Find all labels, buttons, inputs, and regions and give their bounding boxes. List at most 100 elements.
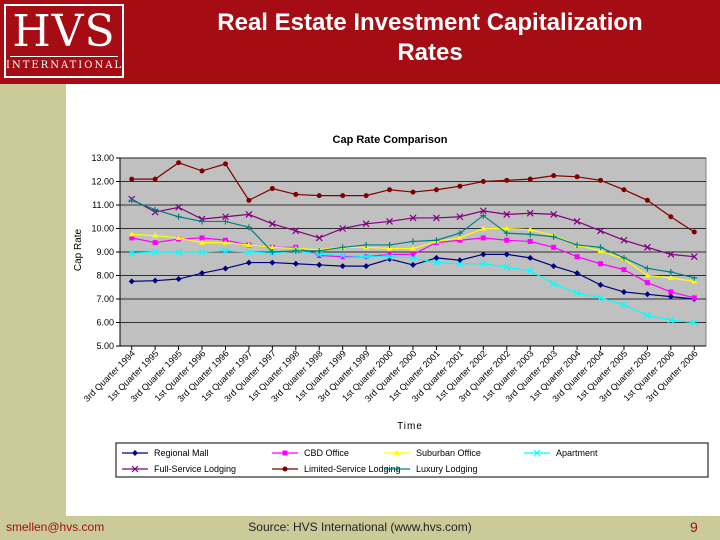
data-point: [668, 214, 674, 220]
data-point: [667, 250, 675, 258]
legend-entry: Suburban Office: [384, 448, 481, 458]
data-point: [293, 191, 299, 197]
data-point: [597, 227, 604, 235]
data-point: [339, 252, 347, 259]
data-point: [533, 449, 541, 457]
data-point: [199, 270, 206, 277]
data-point: [550, 233, 557, 240]
data-point: [433, 237, 440, 244]
legend-label: Regional Mall: [154, 448, 209, 458]
data-point: [480, 179, 486, 184]
data-point: [644, 291, 651, 298]
data-point: [152, 277, 159, 284]
data-point: [363, 241, 370, 248]
series-lines: [128, 160, 698, 326]
legend-label: Luxury Lodging: [416, 464, 478, 474]
slide-title: Real Estate Investment Capitalization Ra…: [140, 8, 720, 68]
data-point: [527, 254, 534, 261]
series-limited-service-lodging: [129, 160, 697, 235]
data-point: [691, 274, 698, 281]
header-band: [0, 0, 720, 84]
data-point: [386, 218, 393, 225]
data-point: [199, 235, 205, 241]
data-point: [457, 237, 463, 243]
data-point: [340, 254, 346, 260]
data-point: [387, 251, 393, 257]
data-point: [691, 278, 698, 284]
y-tick-label: 11.00: [92, 200, 114, 210]
y-axis: 5.00 6.00 7.00 8.00 9.00 10.00 11.00 12.00 13.00: [91, 153, 121, 351]
data-point: [176, 160, 182, 166]
y-tick-label: 7.00: [96, 294, 114, 304]
data-point: [597, 294, 604, 302]
y-tick-label: 5.00: [96, 341, 114, 351]
data-point: [339, 244, 346, 251]
data-point: [456, 213, 464, 221]
y-tick-label: 12.00: [91, 177, 114, 187]
data-point: [175, 276, 182, 283]
data-point: [128, 249, 136, 257]
chart-frame: Cap Rate Comparison 5.00 6.00 7.00 8.00 9.00…: [66, 84, 720, 516]
y-axis-label: Cap Rate: [73, 228, 84, 271]
data-point: [597, 244, 604, 251]
gridlines: [120, 157, 706, 347]
data-point: [667, 293, 674, 300]
data-point: [316, 247, 323, 254]
data-point: [480, 251, 487, 258]
data-point: [503, 230, 510, 237]
data-point: [292, 227, 300, 235]
data-point: [409, 254, 417, 262]
data-point: [691, 295, 697, 301]
data-point: [527, 176, 533, 182]
data-point: [479, 207, 487, 215]
data-point: [667, 274, 674, 280]
contact-email[interactable]: smellen@hvs.com: [6, 520, 105, 534]
page-number: 9: [690, 519, 698, 535]
data-point: [620, 288, 627, 295]
data-point: [152, 176, 158, 182]
data-point: [504, 237, 510, 243]
data-point: [245, 248, 253, 256]
logo-main-text: HVS: [12, 6, 116, 57]
data-point: [550, 210, 558, 218]
data-point: [574, 174, 580, 180]
data-point: [550, 280, 558, 288]
data-point: [433, 214, 440, 222]
data-point: [292, 260, 299, 267]
data-point: [199, 168, 205, 174]
legend-entries: Regional Mall CBD Office Suburban Office Ap…: [122, 448, 598, 474]
data-point: [268, 220, 276, 228]
data-point: [480, 225, 487, 231]
data-point: [620, 301, 628, 309]
data-point: [363, 193, 369, 199]
data-point: [222, 247, 229, 255]
data-point: [245, 210, 253, 218]
data-point: [362, 253, 370, 261]
data-point: [598, 177, 604, 183]
data-point: [480, 235, 486, 241]
legend-entry: CBD Office: [272, 448, 349, 458]
data-point: [456, 230, 463, 237]
data-point: [394, 450, 400, 455]
data-point: [175, 248, 183, 256]
data-point: [643, 243, 651, 251]
data-point: [456, 234, 463, 240]
series-luxury-lodging: [128, 197, 698, 281]
data-point: [690, 319, 698, 326]
data-point: [550, 263, 557, 270]
data-point: [621, 267, 627, 273]
data-point: [175, 213, 182, 220]
data-point: [573, 218, 581, 225]
data-point: [690, 253, 698, 261]
data-point: [457, 183, 463, 189]
x-axis-label: Time: [397, 421, 423, 432]
data-point: [222, 218, 229, 225]
data-point: [597, 247, 604, 253]
data-point: [386, 241, 393, 248]
data-point: [527, 226, 534, 232]
data-point: [199, 239, 206, 245]
data-point: [410, 189, 416, 195]
data-point: [269, 186, 275, 192]
y-tick-label: 13.00: [91, 153, 114, 163]
data-point: [551, 244, 557, 250]
